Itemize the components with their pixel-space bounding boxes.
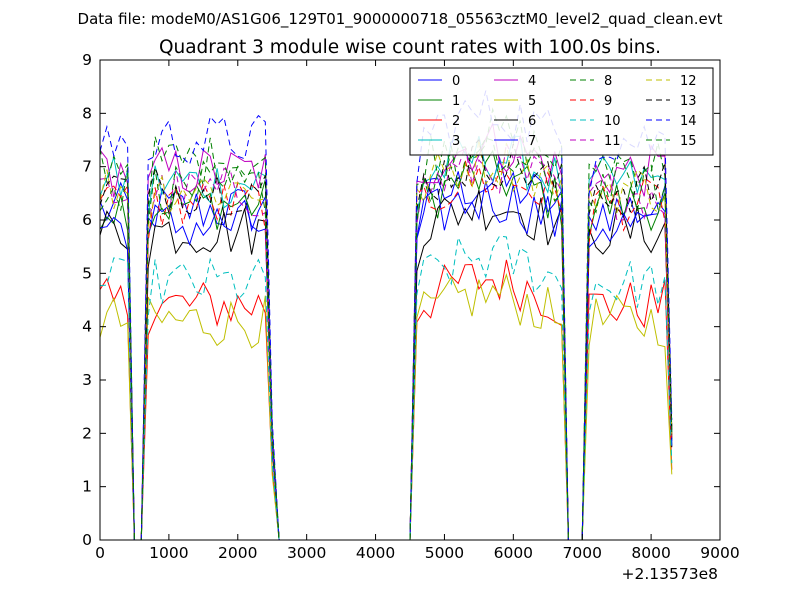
legend-label-14: 14 <box>680 114 697 129</box>
plot-frame <box>99 59 721 541</box>
x-tick-label-9000: 9000 <box>700 544 739 562</box>
y-tick-label-2: 2 <box>82 424 92 442</box>
y-tick-label-5: 5 <box>82 264 92 282</box>
legend-label-5: 5 <box>528 94 536 109</box>
x-tick-label-6000: 6000 <box>494 544 533 562</box>
series-line-7 <box>100 180 673 540</box>
figure-suptitle: Data file: modeM0/AS1G06_129T01_90000007… <box>78 10 723 29</box>
x-tick-label-1000: 1000 <box>149 544 188 562</box>
series-line-2 <box>100 259 673 540</box>
series-line-4 <box>100 122 673 540</box>
legend-label-3: 3 <box>452 134 460 149</box>
series-line-15 <box>100 137 673 540</box>
series-line-11 <box>100 141 673 540</box>
y-tick-label-0: 0 <box>82 531 92 549</box>
legend-label-11: 11 <box>604 134 621 149</box>
x-tick-label-3000: 3000 <box>287 544 326 562</box>
series-line-0 <box>100 156 673 540</box>
series-line-12 <box>100 139 673 540</box>
y-tick-label-3: 3 <box>82 371 92 389</box>
legend-box <box>409 67 714 156</box>
series-line-8 <box>100 107 673 540</box>
y-tick-label-1: 1 <box>82 478 92 496</box>
legend-label-15: 15 <box>680 134 697 149</box>
series-line-3 <box>100 135 673 540</box>
legend-label-12: 12 <box>680 74 697 89</box>
x-tick-label-7000: 7000 <box>562 544 601 562</box>
legend-label-9: 9 <box>604 94 612 109</box>
legend-label-2: 2 <box>452 114 460 129</box>
series-line-6 <box>100 189 673 540</box>
legend-label-4: 4 <box>528 74 536 89</box>
y-tick-label-8: 8 <box>82 104 92 122</box>
chart-title: Quadrant 3 module wise count rates with … <box>159 37 661 58</box>
x-tick-label-8000: 8000 <box>631 544 670 562</box>
series-line-5 <box>100 273 673 540</box>
legend-label-1: 1 <box>452 94 460 109</box>
y-tick-label-7: 7 <box>82 158 92 176</box>
legend-label-10: 10 <box>604 114 621 129</box>
x-tick-label-0: 0 <box>95 544 105 562</box>
series-layer <box>100 90 673 540</box>
series-line-13 <box>100 138 673 540</box>
x-tick-label-2000: 2000 <box>218 544 257 562</box>
legend-label-6: 6 <box>528 114 536 129</box>
legend-label-0: 0 <box>452 74 460 89</box>
legend-label-8: 8 <box>604 74 612 89</box>
axes: 0 1000 2000 3000 4000 5000 6000 7000 8000 9000012… <box>82 51 740 562</box>
x-tick-label-4000: 4000 <box>356 544 395 562</box>
y-tick-label-9: 9 <box>82 51 92 69</box>
x-offset-label: +2.13573e8 <box>622 565 718 583</box>
y-tick-label-6: 6 <box>82 211 92 229</box>
legend-label-13: 13 <box>680 94 697 109</box>
y-tick-label-4: 4 <box>82 318 92 336</box>
legend-label-7: 7 <box>528 134 536 149</box>
x-tick-label-5000: 5000 <box>425 544 464 562</box>
